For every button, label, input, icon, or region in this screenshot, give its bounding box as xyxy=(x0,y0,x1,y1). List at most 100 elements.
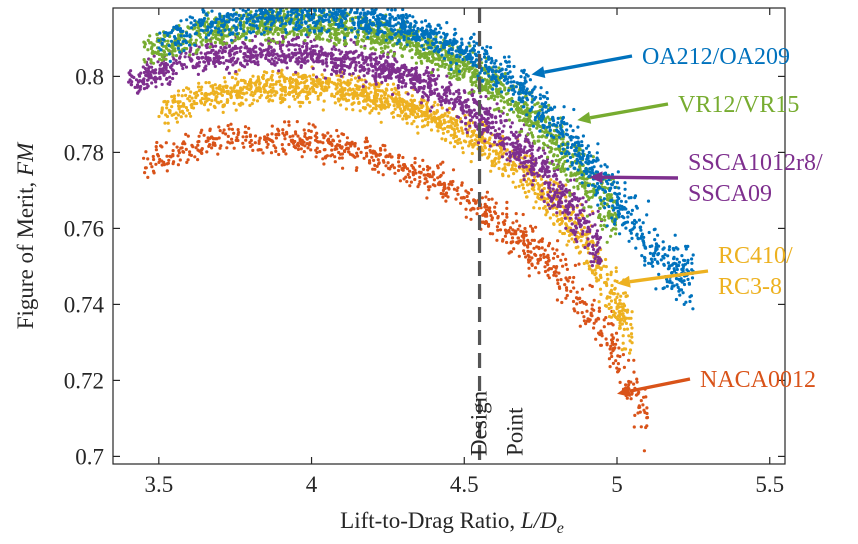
data-point xyxy=(440,137,444,141)
data-point xyxy=(298,137,302,141)
data-point xyxy=(204,93,208,97)
data-point xyxy=(330,153,334,157)
data-point xyxy=(515,169,519,173)
data-point xyxy=(308,100,312,104)
data-point xyxy=(309,148,313,152)
data-point xyxy=(419,171,423,175)
data-point xyxy=(472,199,476,203)
data-point xyxy=(501,134,505,138)
data-point xyxy=(562,231,567,236)
data-point xyxy=(371,69,375,73)
data-point xyxy=(287,79,292,83)
data-point xyxy=(630,392,634,396)
data-point xyxy=(227,59,231,63)
data-point xyxy=(226,140,230,144)
data-point xyxy=(481,213,485,217)
data-point xyxy=(532,167,536,172)
data-point xyxy=(564,296,568,300)
data-point xyxy=(523,190,527,195)
data-point xyxy=(620,322,625,326)
data-point xyxy=(449,124,453,128)
data-point xyxy=(454,197,458,201)
data-point xyxy=(420,114,424,118)
data-point xyxy=(425,180,429,184)
data-point xyxy=(382,62,386,67)
data-point xyxy=(575,240,579,244)
data-point xyxy=(323,155,327,159)
data-point xyxy=(258,95,262,100)
data-point xyxy=(600,334,604,338)
data-point xyxy=(487,121,492,125)
data-point xyxy=(590,224,595,228)
data-point xyxy=(571,280,575,284)
data-point xyxy=(377,66,381,71)
data-point xyxy=(175,145,179,149)
data-point xyxy=(536,192,540,196)
data-point xyxy=(522,249,526,253)
data-point xyxy=(555,298,560,302)
data-point xyxy=(468,90,472,94)
data-point xyxy=(200,151,204,155)
data-point xyxy=(302,128,306,132)
data-point xyxy=(459,196,463,200)
data-point xyxy=(421,119,425,123)
data-point xyxy=(568,216,573,220)
data-point xyxy=(296,141,300,145)
data-point xyxy=(297,56,301,60)
data-point xyxy=(409,73,413,77)
data-point xyxy=(608,295,612,299)
data-point xyxy=(441,171,445,175)
data-point xyxy=(392,166,396,170)
data-point xyxy=(495,225,499,229)
data-point xyxy=(239,101,243,105)
data-point xyxy=(508,159,512,163)
data-point xyxy=(537,245,541,249)
data-point xyxy=(368,111,372,115)
data-point xyxy=(568,276,572,280)
data-point xyxy=(245,91,249,95)
data-point xyxy=(547,258,551,262)
data-point xyxy=(439,103,443,107)
data-point xyxy=(269,83,273,87)
data-point xyxy=(555,211,559,215)
data-point xyxy=(366,63,370,67)
data-point xyxy=(324,57,328,62)
data-point xyxy=(578,324,582,328)
data-point xyxy=(452,187,456,191)
data-point xyxy=(541,164,545,169)
data-point xyxy=(426,95,430,99)
data-point xyxy=(529,250,533,254)
data-point xyxy=(261,76,265,81)
data-point xyxy=(619,318,624,322)
data-point xyxy=(189,114,193,118)
data-point xyxy=(314,44,318,48)
data-point xyxy=(414,71,418,75)
data-point xyxy=(233,44,238,48)
data-point xyxy=(566,212,570,216)
data-point xyxy=(227,51,231,55)
data-points xyxy=(127,8,695,453)
data-point xyxy=(338,68,342,72)
data-point xyxy=(222,61,226,65)
data-point xyxy=(541,159,546,163)
data-point xyxy=(572,307,576,311)
data-point xyxy=(266,137,270,141)
data-point xyxy=(488,144,492,148)
data-point xyxy=(526,249,530,253)
data-point xyxy=(244,138,248,142)
data-point xyxy=(137,73,141,77)
data-point xyxy=(322,148,326,152)
data-point xyxy=(535,126,539,130)
data-point xyxy=(480,123,484,127)
data-point xyxy=(580,203,584,207)
data-point xyxy=(565,267,570,271)
data-point xyxy=(353,141,357,146)
data-point xyxy=(345,65,349,69)
data-point xyxy=(269,151,274,155)
data-point xyxy=(514,212,518,216)
data-point xyxy=(178,110,182,114)
data-point xyxy=(509,167,514,172)
data-point xyxy=(200,56,204,60)
data-point xyxy=(158,77,162,81)
data-point xyxy=(637,405,641,410)
